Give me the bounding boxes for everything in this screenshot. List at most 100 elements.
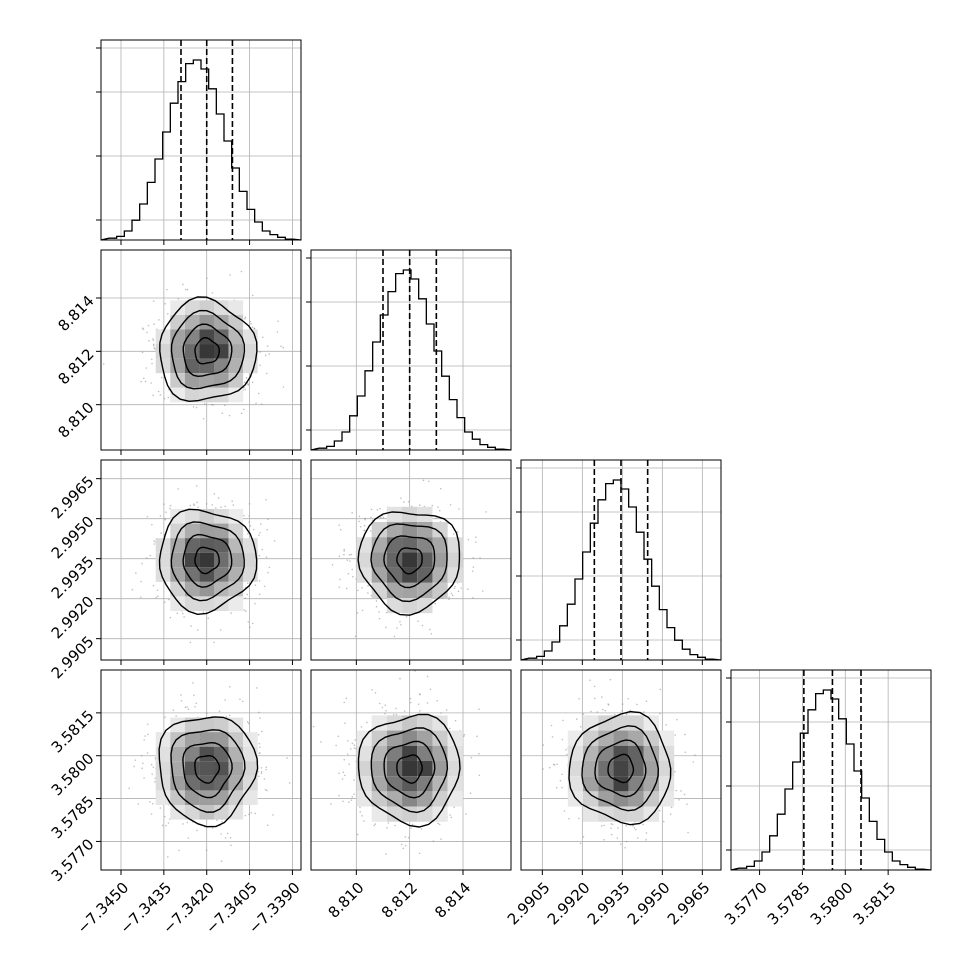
scatter-point xyxy=(206,277,208,280)
scatter-point xyxy=(265,498,267,501)
scatter-point xyxy=(579,726,582,728)
scatter-point xyxy=(264,354,267,357)
scatter-point xyxy=(338,555,341,558)
density-bin xyxy=(659,730,675,746)
scatter-point xyxy=(438,509,441,512)
scatter-point xyxy=(259,351,261,353)
scatter-point xyxy=(645,700,648,703)
scatter-point xyxy=(259,717,261,719)
scatter-point xyxy=(474,541,477,543)
scatter-point xyxy=(694,754,696,756)
scatter-point xyxy=(244,316,247,319)
density-bin xyxy=(432,537,448,553)
density-contour xyxy=(568,710,672,826)
scatter-point xyxy=(364,517,366,520)
scatter-point xyxy=(452,533,455,535)
scatter-point xyxy=(205,849,208,852)
density-bin xyxy=(567,730,583,746)
density-bin xyxy=(402,537,418,553)
scatter-point xyxy=(387,822,390,824)
density-bin xyxy=(170,567,185,582)
scatter-point xyxy=(246,582,249,585)
histogram-steps xyxy=(520,479,722,661)
scatter-point xyxy=(684,751,687,754)
scatter-point xyxy=(665,724,667,726)
scatter-point xyxy=(355,747,357,750)
scatter-point xyxy=(353,793,355,795)
density-bin xyxy=(402,567,418,583)
scatter-point xyxy=(645,838,647,841)
scatter-point xyxy=(176,612,179,615)
scatter-point xyxy=(555,786,558,789)
density-bin xyxy=(598,745,614,761)
scatter-point xyxy=(343,548,346,551)
scatter-point xyxy=(266,789,268,792)
scatter-point xyxy=(258,554,261,557)
x-tick-label: 3.5815 xyxy=(850,879,900,929)
scatter-point xyxy=(472,557,475,559)
scatter-point xyxy=(259,752,261,754)
density-bin xyxy=(356,745,372,761)
scatter-point xyxy=(467,538,470,541)
scatter-point xyxy=(157,390,160,393)
scatter-point xyxy=(154,780,156,783)
scatter-point xyxy=(195,406,198,409)
scatter-point xyxy=(635,828,637,831)
y-tick-label: 2.9935 xyxy=(48,552,98,602)
scatter-point xyxy=(345,697,348,700)
x-tick-label: 2.9950 xyxy=(624,879,674,929)
scatter-point xyxy=(359,525,362,528)
density-bin xyxy=(214,775,229,791)
scatter-point xyxy=(561,773,563,776)
density-bin xyxy=(432,567,448,583)
density-bin xyxy=(598,730,614,746)
scatter-point xyxy=(373,824,375,827)
scatter-point xyxy=(465,813,467,815)
scatter-point xyxy=(224,505,227,508)
density-bin xyxy=(184,373,200,388)
scatter-point xyxy=(343,701,346,704)
scatter-point xyxy=(211,292,214,294)
scatter-point xyxy=(563,810,566,812)
scatter-point xyxy=(633,827,636,829)
scatter-point xyxy=(659,712,661,715)
scatter-point xyxy=(244,388,246,391)
hist-panel-2 xyxy=(516,459,722,665)
scatter-point xyxy=(196,485,198,487)
density-bin xyxy=(155,746,171,762)
scatter-point xyxy=(440,712,442,714)
y-tick-label: 3.5800 xyxy=(48,750,98,800)
scatter-point xyxy=(312,725,315,728)
scatter-point xyxy=(249,525,252,527)
scatter-point xyxy=(346,559,349,561)
scatter-point xyxy=(403,710,406,712)
x-tick-label: 8.814 xyxy=(431,879,474,922)
scatter-point xyxy=(678,799,680,801)
density-contour xyxy=(396,754,423,784)
scatter-point xyxy=(347,572,350,575)
density-bin xyxy=(402,806,418,822)
scatter-point xyxy=(261,730,263,733)
scatter-point xyxy=(380,516,382,519)
scatter-point xyxy=(351,796,354,798)
density-bin xyxy=(184,523,200,539)
scatter-point xyxy=(156,589,159,591)
scatter-point xyxy=(224,699,226,701)
scatter-point xyxy=(542,768,544,770)
scatter-point xyxy=(230,612,232,614)
scatter-point xyxy=(240,270,243,273)
scatter-point xyxy=(147,733,149,736)
scatter-panel-3-1 xyxy=(310,669,512,875)
density-bin xyxy=(170,552,185,568)
scatter-point xyxy=(152,338,154,340)
scatter-point xyxy=(600,825,603,827)
scatter-point xyxy=(254,584,257,586)
scatter-point xyxy=(194,705,196,708)
density-bin xyxy=(567,760,583,777)
scatter-point xyxy=(687,831,689,834)
density-bin xyxy=(447,537,463,553)
density-bin xyxy=(214,300,229,315)
density-bin xyxy=(228,509,244,524)
y-tick-label: 3.5770 xyxy=(48,835,98,885)
scatter-point xyxy=(411,823,414,826)
